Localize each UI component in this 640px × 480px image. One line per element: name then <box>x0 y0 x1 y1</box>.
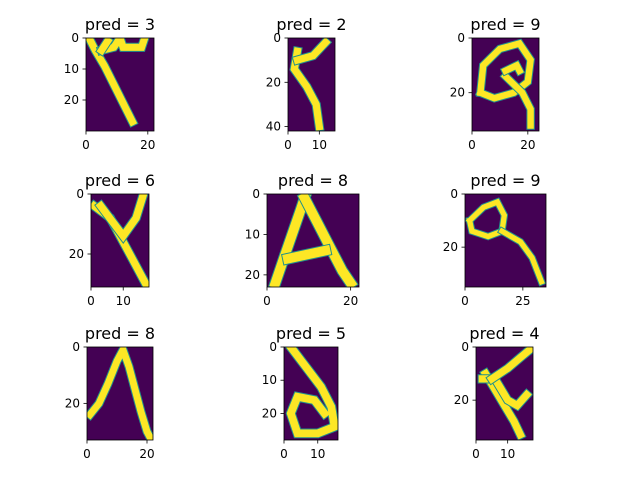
y-tick-label: 20 <box>69 247 84 261</box>
subplot-title: pred = 8 <box>278 171 348 190</box>
y-tick-label: 0 <box>76 187 84 201</box>
digit-strokes <box>465 197 546 287</box>
y-tick-label: 0 <box>252 187 260 201</box>
y-tick-label: 0 <box>461 340 469 354</box>
axes-frame <box>475 346 534 441</box>
digit-stroke <box>498 227 545 286</box>
axes-frame <box>85 37 155 132</box>
digit-stroke <box>501 61 524 76</box>
y-tick-label: 10 <box>245 227 260 241</box>
y-tick-label: 0 <box>269 340 277 354</box>
subplot-title: pred = 2 <box>276 15 346 34</box>
digit-strokes <box>86 38 150 128</box>
y-tick-label: 20 <box>262 406 277 420</box>
x-tick-label: 0 <box>263 294 271 308</box>
digit-stroke <box>500 71 534 129</box>
y-tick-label: 40 <box>266 120 281 134</box>
digit-strokes <box>91 194 149 287</box>
digit-strokes <box>474 38 535 130</box>
axes-frame <box>471 37 540 132</box>
subplot-title: pred = 6 <box>85 171 155 190</box>
x-tick-label: 0 <box>83 447 91 461</box>
subplot-title: pred = 8 <box>85 324 155 343</box>
subplot-1: pred = 3 0 20 0 10 20 <box>64 15 156 152</box>
digit-stroke <box>282 244 332 265</box>
digit-stroke <box>486 347 533 384</box>
y-tick-label: 20 <box>454 393 469 407</box>
digit-stroke <box>96 38 113 56</box>
x-tick-label: 10 <box>310 447 325 461</box>
digit-stroke <box>465 198 508 240</box>
x-tick-label: 10 <box>312 138 327 152</box>
digit-stroke <box>269 194 311 287</box>
y-tick-label: 0 <box>273 31 281 45</box>
x-tick-label: 0 <box>87 294 95 308</box>
x-tick-label: 0 <box>280 447 288 461</box>
x-tick-label: 10 <box>500 447 515 461</box>
axes-frame <box>266 193 360 288</box>
y-tick-label: 10 <box>64 62 79 76</box>
x-tick-label: 0 <box>284 138 292 152</box>
x-tick-label: 0 <box>461 294 469 308</box>
digit-strokes <box>477 347 533 440</box>
x-tick-label: 10 <box>116 294 131 308</box>
subplot-title: pred = 4 <box>469 324 539 343</box>
y-tick-label: 20 <box>266 75 281 89</box>
digit-stroke <box>476 39 534 102</box>
axes-frame <box>90 193 150 288</box>
digit-stroke <box>292 38 331 65</box>
digit-strokes <box>284 347 338 439</box>
subplot-title: pred = 3 <box>85 15 155 34</box>
digit-stroke <box>97 38 149 55</box>
x-tick-label: 20 <box>140 138 155 152</box>
subplot-title: pred = 9 <box>470 15 540 34</box>
image-background <box>465 194 546 287</box>
digit-strokes <box>87 347 153 440</box>
axes-frame <box>464 193 547 288</box>
y-tick-label: 20 <box>245 268 260 282</box>
axes-frame <box>287 37 336 132</box>
digit-stroke <box>95 194 148 243</box>
subplot-3: pred = 9 0 20 0 20 <box>450 15 541 152</box>
y-tick-label: 10 <box>262 373 277 387</box>
x-tick-label: 20 <box>520 138 535 152</box>
digit-strokes <box>268 194 359 287</box>
x-tick-label: 20 <box>343 294 358 308</box>
x-tick-label: 0 <box>82 138 90 152</box>
y-tick-label: 0 <box>457 31 465 45</box>
x-tick-label: 0 <box>468 138 476 152</box>
subplot-title: pred = 9 <box>470 171 540 190</box>
digit-stroke <box>285 347 338 438</box>
axes-frame <box>283 346 339 441</box>
x-tick-label: 20 <box>139 447 154 461</box>
digit-stroke <box>86 38 138 127</box>
digit-stroke <box>87 347 153 440</box>
y-tick-label: 20 <box>65 396 80 410</box>
subplot-7: pred = 8 0 20 0 20 <box>65 324 155 461</box>
y-tick-label: 0 <box>450 187 458 201</box>
x-tick-label: 25 <box>515 294 530 308</box>
y-tick-label: 20 <box>443 240 458 254</box>
y-tick-label: 20 <box>64 93 79 107</box>
y-tick-label: 20 <box>450 86 465 100</box>
axes-frame <box>86 346 154 441</box>
y-tick-label: 0 <box>72 340 80 354</box>
subplot-6: pred = 9 0 25 0 20 <box>443 171 547 308</box>
y-tick-label: 0 <box>71 31 79 45</box>
subplot-title: pred = 5 <box>276 324 346 343</box>
x-tick-label: 0 <box>472 447 480 461</box>
digit-strokes <box>289 38 333 131</box>
